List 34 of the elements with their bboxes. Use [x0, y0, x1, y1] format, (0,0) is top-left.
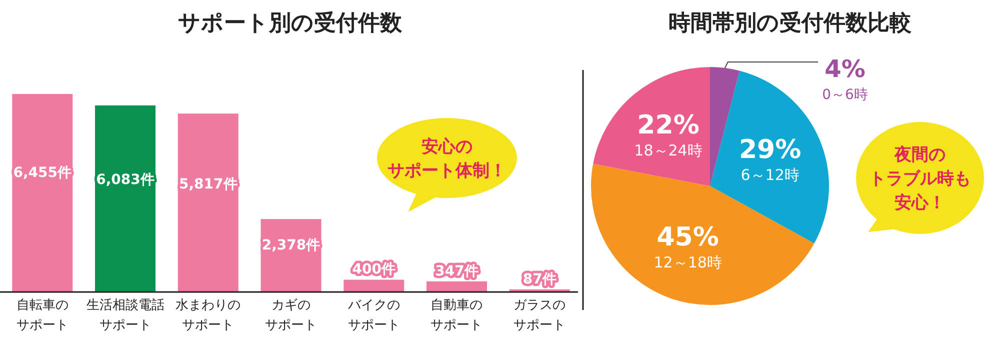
data-label: 87件 — [522, 271, 556, 288]
chart-title: 時間帯別の受付件数比較 — [668, 11, 912, 36]
annotation: 安心のサポート体制！ — [388, 137, 506, 181]
x-tick-label: 自動車のサポート — [430, 298, 483, 333]
x-tick-label: 生活相談電話サポート — [86, 298, 164, 333]
pie-slice — [593, 67, 710, 186]
data-label: 400件 — [352, 262, 396, 278]
x-tick-label: ガラスのサポート — [514, 298, 566, 333]
text: 夜間のトラブル時も安心！ — [869, 145, 971, 213]
data-label: 22% — [637, 110, 700, 141]
bar — [344, 280, 404, 292]
data-label: 347件 — [435, 263, 478, 280]
x-tick-label: バイクのサポート — [346, 298, 400, 333]
slice-label: 12～18時 — [654, 254, 722, 272]
pie-slice — [591, 164, 814, 305]
x-tick-label: 自転車のサポート — [16, 298, 68, 333]
bar — [426, 281, 487, 292]
x-tick-label: 水まわりのサポート — [176, 298, 241, 333]
data-label: 45% — [656, 222, 719, 253]
bar — [12, 94, 73, 292]
bar — [95, 105, 156, 292]
chart-title: サポート別の受付件数 — [178, 11, 403, 36]
slice-label: 6～12時 — [740, 166, 800, 184]
bar — [178, 114, 238, 292]
slice-label: 0～6時 — [822, 87, 868, 103]
data-label: 5,817件 — [178, 176, 238, 193]
data-label: 2,378件 — [262, 238, 320, 254]
data-label: 6,083件 — [96, 172, 154, 188]
slice-label: 18～24時 — [634, 142, 702, 160]
pie-slice — [710, 67, 740, 186]
data-label: 29% — [738, 135, 802, 166]
data-label: 4% — [824, 55, 866, 83]
x-tick-label: カギのサポート — [265, 298, 317, 333]
data-label: 6,455件 — [13, 165, 72, 182]
